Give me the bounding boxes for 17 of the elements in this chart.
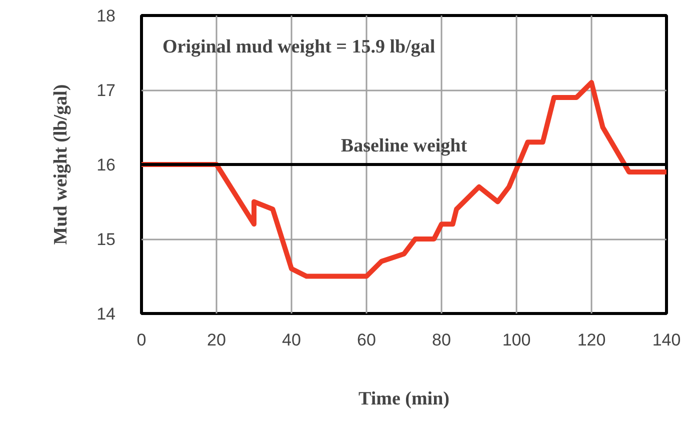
y-tick-label: 18 [96,6,116,26]
x-tick-label: 40 [282,330,301,350]
x-tick-label: 100 [502,330,531,350]
x-tick-label: 140 [652,330,681,350]
x-tick-label: 60 [357,330,376,350]
x-tick-label: 80 [432,330,451,350]
annotation: Original mud weight = 15.9 lb/gal [162,36,436,58]
ref-line-label: Baseline weight [340,136,468,156]
x-tick-label: 120 [577,330,606,350]
y-tick-label: 17 [96,81,116,100]
y-axis-title: Mud weight (lb/gal) [50,84,72,245]
x-tick-label: 0 [136,330,146,350]
x-axis-title: Time (min) [358,388,450,410]
y-tick-label: 14 [96,304,116,324]
y-tick-label: 16 [96,156,116,174]
y-tick-label: 15 [96,230,116,249]
x-tick-label: 20 [207,330,226,350]
